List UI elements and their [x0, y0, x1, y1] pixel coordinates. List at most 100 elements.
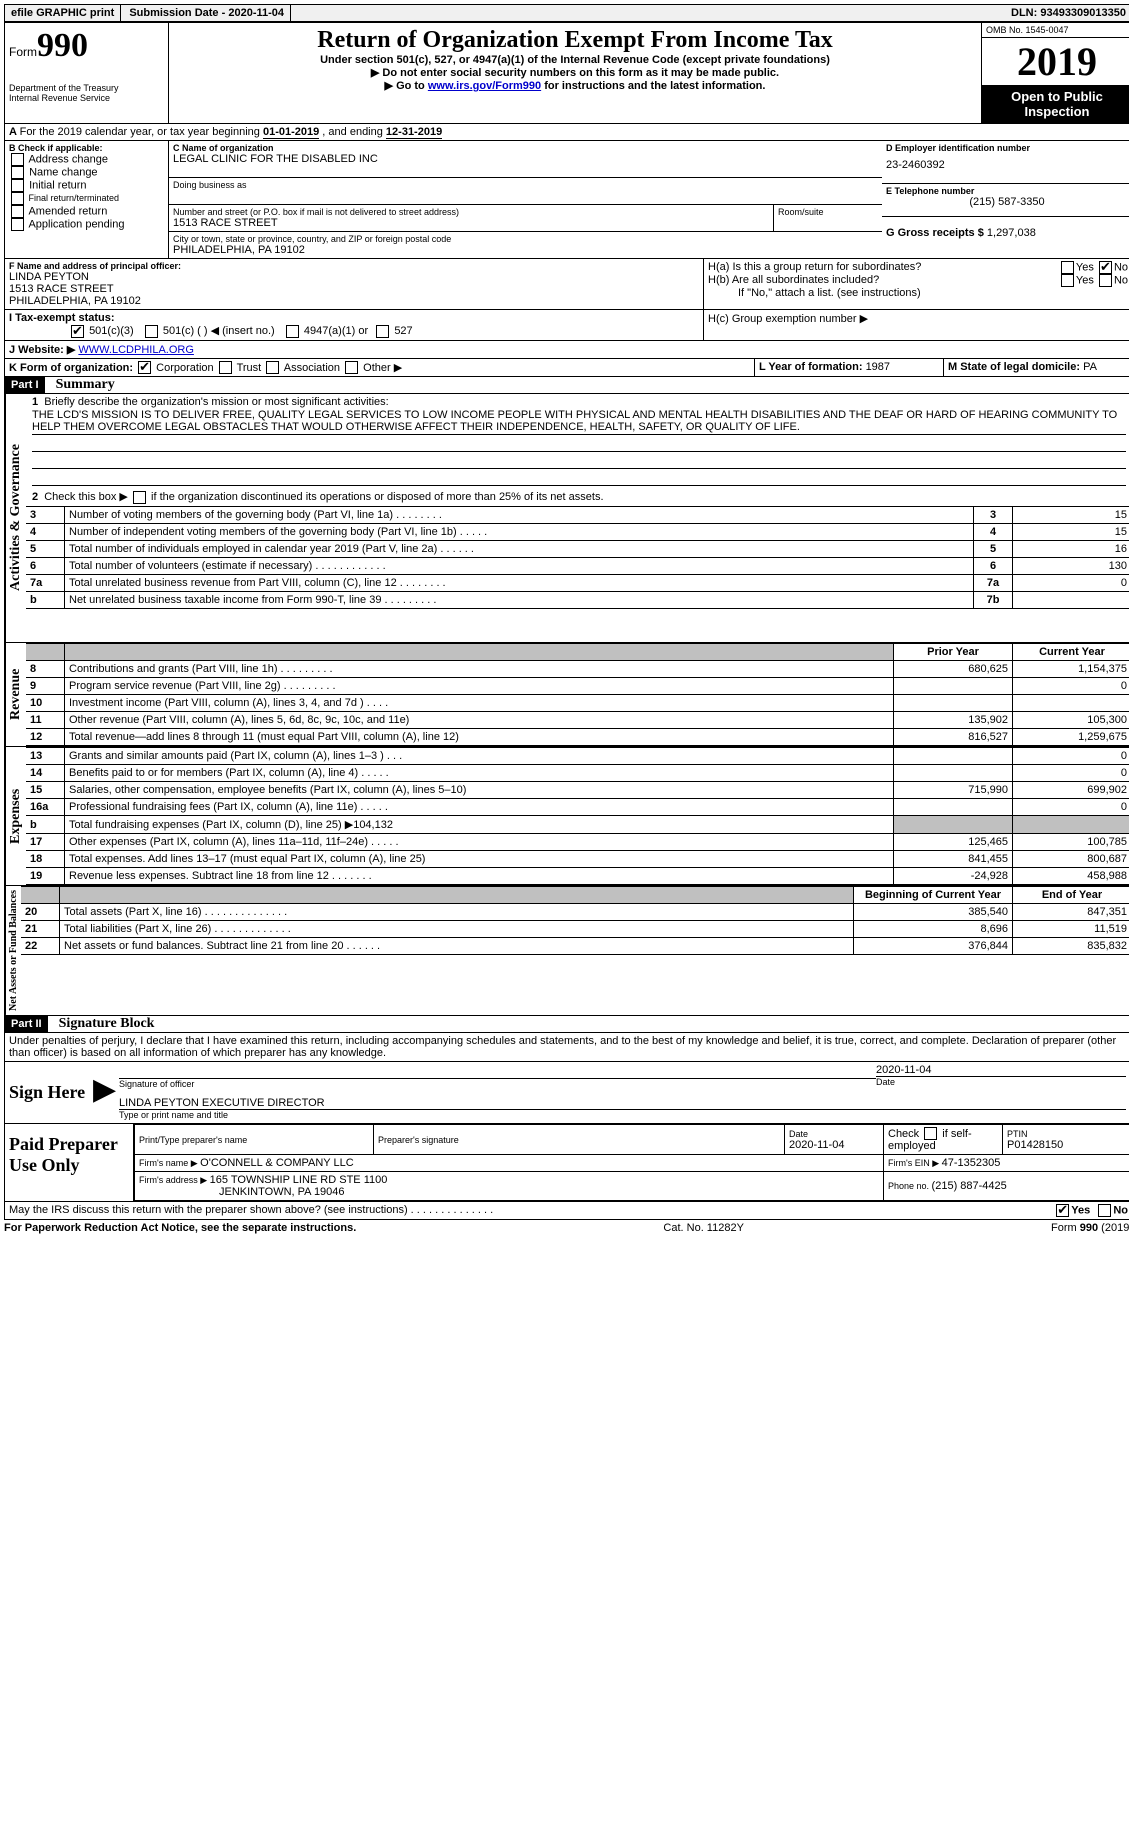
state-domicile: PA	[1083, 361, 1097, 373]
perjury-text: Under penalties of perjury, I declare th…	[5, 1032, 1129, 1061]
public-inspection: Open to Public Inspection	[982, 85, 1129, 123]
checkbox-ha-no[interactable]	[1099, 261, 1112, 274]
dept-treasury: Department of the Treasury	[9, 83, 164, 93]
gross-receipts-label: G Gross receipts $	[886, 227, 987, 239]
ein-value: 23-2460392	[886, 159, 1128, 171]
preparer-table: Print/Type preparer's name Preparer's si…	[134, 1124, 1129, 1201]
omb-number: OMB No. 1545-0047	[982, 23, 1129, 37]
checkbox-self-employed[interactable]	[924, 1127, 937, 1140]
submission-date: Submission Date - 2020-11-04	[123, 5, 291, 21]
hc-label: H(c) Group exemption number ▶	[704, 309, 1129, 340]
checkbox-527[interactable]	[376, 325, 389, 338]
checkbox-501c3[interactable]	[71, 325, 84, 338]
mission-text: THE LCD'S MISSION IS TO DELIVER FREE, QU…	[32, 408, 1126, 435]
tax-period: A For the 2019 calendar year, or tax yea…	[5, 123, 1129, 140]
checkbox-address-change[interactable]	[11, 153, 24, 166]
officer-print-label: Type or print name and title	[119, 1110, 1126, 1120]
form-word: Form	[9, 45, 37, 59]
checkbox-corp[interactable]	[138, 361, 151, 374]
footer-left: For Paperwork Reduction Act Notice, see …	[4, 1222, 356, 1234]
efile-label: efile GRAPHIC print	[5, 5, 121, 21]
year-formation-label: L Year of formation:	[759, 361, 866, 373]
street-address: 1513 RACE STREET	[173, 217, 769, 229]
hb-label: H(b) Are all subordinates included?	[708, 274, 879, 287]
city-label: City or town, state or province, country…	[173, 234, 878, 244]
irs-link[interactable]: www.irs.gov/Form990	[428, 80, 541, 92]
tax-exempt-label: I Tax-exempt status:	[9, 312, 115, 324]
website-link[interactable]: WWW.LCDPHILA.ORG	[78, 344, 194, 356]
ein-label: D Employer identification number	[886, 143, 1128, 153]
dln: DLN: 93493309013350	[1005, 5, 1129, 21]
tax-year: 2019	[982, 37, 1129, 85]
irs-label: Internal Revenue Service	[9, 93, 164, 103]
form-org-label: K Form of organization:	[9, 362, 133, 374]
main-title: Return of Organization Exempt From Incom…	[173, 27, 977, 54]
sub-title-1: Under section 501(c), 527, or 4947(a)(1)…	[173, 54, 977, 66]
checkbox-discontinued[interactable]	[133, 491, 146, 504]
addr-label: Number and street (or P.O. box if mail i…	[173, 207, 769, 217]
checkbox-trust[interactable]	[219, 361, 232, 374]
telephone: (215) 587-3350	[886, 196, 1128, 208]
paid-preparer-label: Paid Preparer Use Only	[5, 1124, 134, 1201]
sig-date-value: 2020-11-04	[876, 1064, 1126, 1077]
checkbox-initial-return[interactable]	[11, 179, 24, 192]
checkbox-4947[interactable]	[286, 325, 299, 338]
form-header: Form990 Department of the Treasury Inter…	[5, 23, 1129, 123]
officer-label: F Name and address of principal officer:	[9, 261, 699, 271]
sign-arrow-icon: ▶	[93, 1062, 113, 1123]
part2-title: Signature Block	[51, 1016, 155, 1032]
discuss-label: May the IRS discuss this return with the…	[9, 1204, 493, 1217]
rev-table: Prior YearCurrent Year8Contributions and…	[26, 643, 1129, 746]
vert-revenue: Revenue	[5, 643, 26, 746]
year-formation: 1987	[866, 361, 890, 373]
dba-label: Doing business as	[173, 180, 878, 190]
sub-title-2: ▶ Do not enter social security numbers o…	[173, 66, 977, 79]
org-name: LEGAL CLINIC FOR THE DISABLED INC	[173, 153, 878, 165]
part1-header: Part I	[5, 377, 45, 393]
checkbox-501c[interactable]	[145, 325, 158, 338]
part1-title: Summary	[48, 377, 115, 393]
officer-addr2: PHILADELPHIA, PA 19102	[9, 295, 699, 307]
sig-date-label: Date	[876, 1077, 1126, 1087]
q1-label: Briefly describe the organization's miss…	[44, 396, 388, 408]
na-table: Beginning of Current YearEnd of Year20To…	[21, 886, 1129, 955]
vert-expenses: Expenses	[5, 747, 26, 885]
ag-table: 3Number of voting members of the governi…	[26, 506, 1129, 609]
form-number: 990	[37, 27, 88, 64]
box-b: B Check if applicable: Address change Na…	[5, 140, 169, 258]
vert-netassets: Net Assets or Fund Balances	[5, 886, 21, 1015]
part2-header: Part II	[5, 1016, 48, 1032]
exp-table: 13Grants and similar amounts paid (Part …	[26, 747, 1129, 885]
checkbox-discuss-yes[interactable]	[1056, 1204, 1069, 1217]
gross-receipts: 1,297,038	[987, 227, 1036, 239]
checkbox-amended[interactable]	[11, 205, 24, 218]
ha-label: H(a) Is this a group return for subordin…	[708, 261, 921, 274]
checkbox-other[interactable]	[345, 361, 358, 374]
checkbox-name-change[interactable]	[11, 166, 24, 179]
checkbox-hb-yes[interactable]	[1061, 274, 1074, 287]
checkbox-final-return[interactable]	[11, 192, 24, 205]
checkbox-ha-yes[interactable]	[1061, 261, 1074, 274]
q2-label: Check this box ▶ if the organization dis…	[44, 491, 603, 503]
footer-right: Form 990 (2019)	[1051, 1222, 1129, 1234]
hb-note: If "No," attach a list. (see instruction…	[708, 287, 1128, 299]
officer-name: LINDA PEYTON	[9, 271, 699, 283]
print-button[interactable]: print	[90, 7, 114, 19]
org-name-label: C Name of organization	[173, 143, 878, 153]
checkbox-hb-no[interactable]	[1099, 274, 1112, 287]
website-label: J Website: ▶	[9, 344, 78, 356]
vert-activities: Activities & Governance	[5, 394, 26, 642]
top-bar: efile GRAPHIC print Submission Date - 20…	[4, 4, 1129, 22]
sub-title-3: ▶ Go to www.irs.gov/Form990 for instruct…	[173, 79, 977, 92]
checkbox-app-pending[interactable]	[11, 218, 24, 231]
checkbox-assoc[interactable]	[266, 361, 279, 374]
room-label: Room/suite	[778, 207, 878, 217]
sign-here-label: Sign Here	[5, 1062, 93, 1123]
state-domicile-label: M State of legal domicile:	[948, 361, 1083, 373]
sig-officer-label: Signature of officer	[119, 1078, 876, 1089]
footer-mid: Cat. No. 11282Y	[663, 1222, 744, 1234]
checkbox-discuss-no[interactable]	[1098, 1204, 1111, 1217]
city-state-zip: PHILADELPHIA, PA 19102	[173, 244, 878, 256]
officer-print-name: LINDA PEYTON EXECUTIVE DIRECTOR	[119, 1097, 1126, 1110]
tel-label: E Telephone number	[886, 186, 1128, 196]
